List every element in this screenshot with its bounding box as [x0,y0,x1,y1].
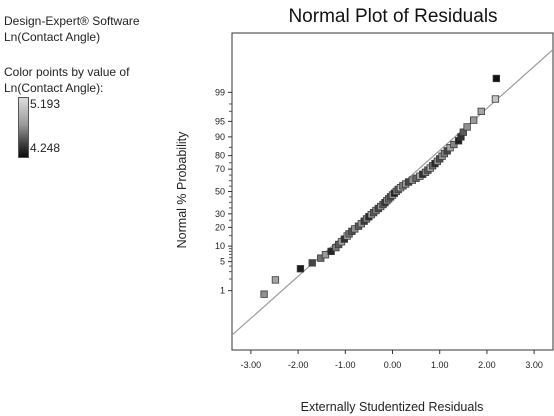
color-legend-caption-line2: Ln(Contact Angle): [4,81,104,95]
x-tick-label: 3.00 [525,360,543,370]
y-tick-label: 50 [215,187,225,197]
residual-point [260,290,268,298]
color-legend-caption-line1: Color points by value of [4,65,130,79]
x-tick-label: 0.00 [384,360,402,370]
y-axis-ticks: 1 5 10 20 30 50 70 80 90 95 99 [215,87,232,296]
data-points [260,74,501,298]
x-axis-title: Externally Studentized Residuals [301,400,484,414]
residual-point [327,247,335,256]
x-tick-label: 1.00 [431,360,449,370]
x-axis-ticks: -3.00 -2.00 -1.00 0.00 1.00 2.00 3.00 [241,350,543,370]
residual-point [308,259,316,267]
y-tick-label: 80 [215,151,225,161]
x-tick-label: -3.00 [241,360,262,370]
color-scale-bar [18,97,29,158]
x-tick-label: -2.00 [288,360,309,370]
residual-point [470,116,478,124]
y-tick-label: 70 [215,164,225,174]
y-tick-label: 90 [215,132,225,142]
color-legend-max: 5.193 [30,97,61,111]
x-tick-label: -1.00 [335,360,356,370]
residual-point [492,74,501,83]
residual-point [463,123,471,131]
residual-point [459,128,467,136]
y-tick-label: 10 [215,241,225,251]
chart-title: Normal Plot of Residuals [288,6,498,27]
y-tick-label: 99 [215,87,225,97]
y-tick-label: 95 [215,116,225,126]
y-tick-label: 1 [220,286,225,296]
y-tick-label: 30 [215,209,225,219]
residual-point [491,95,500,103]
residual-point [450,140,458,149]
software-name: Design-Expert® Software [4,14,140,28]
y-tick-label: 5 [220,257,225,267]
response-name: Ln(Contact Angle) [4,30,101,44]
color-legend-min: 4.248 [30,141,61,155]
y-tick-label: 20 [215,222,225,232]
residual-point [271,276,280,284]
y-axis-title: Normal % Probability [175,131,189,248]
x-tick-label: 2.00 [478,360,496,370]
residual-point [296,265,305,273]
residual-point [477,107,485,115]
